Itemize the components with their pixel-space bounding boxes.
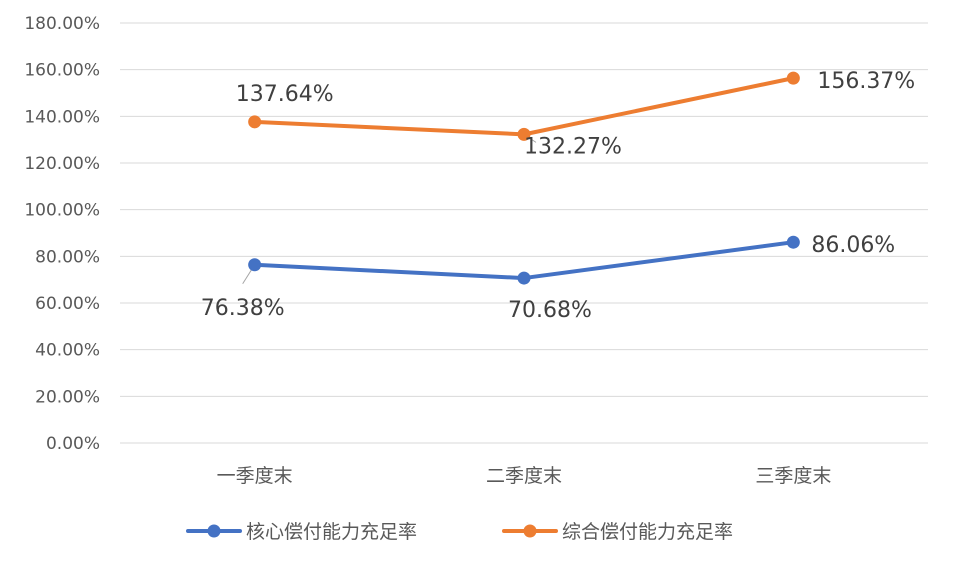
x-tick-label: 一季度末 [217, 465, 293, 487]
y-axis-ticks: 0.00% 20.00% 40.00% 60.00% 80.00% 100.00% 120.… [24, 14, 100, 454]
data-point [517, 271, 531, 285]
data-point [248, 115, 262, 129]
y-tick-label: 120.00% [24, 154, 100, 174]
data-label: 137.64% [236, 82, 334, 107]
data-point [786, 71, 800, 85]
x-tick-label: 二季度末 [486, 465, 562, 487]
legend-label: 综合偿付能力充足率 [562, 521, 733, 543]
data-point [517, 127, 531, 141]
y-tick-label: 180.00% [24, 14, 100, 34]
legend: 核心偿付能力充足率 综合偿付能力充足率 [186, 521, 733, 543]
y-tick-label: 60.00% [35, 294, 100, 314]
series-line [252, 76, 796, 137]
y-tick-label: 0.00% [46, 434, 100, 454]
x-axis-ticks: 一季度末 二季度末 三季度末 [217, 465, 832, 487]
y-tick-label: 160.00% [24, 61, 100, 81]
data-label: 132.27% [524, 134, 622, 159]
label-leader-lines [242, 133, 537, 285]
series-lines [252, 76, 796, 281]
y-tick-label: 140.00% [24, 107, 100, 127]
y-tick-label: 100.00% [24, 201, 100, 221]
data-point [248, 258, 262, 272]
data-label: 156.37% [817, 69, 915, 94]
legend-marker [207, 524, 221, 538]
data-point [786, 235, 800, 249]
data-labels: 76.38% 70.68% 86.06% 137.64% 132.27% 156.37% [201, 69, 916, 323]
legend-label: 核心偿付能力充足率 [246, 521, 417, 543]
data-label: 76.38% [201, 296, 285, 321]
y-tick-label: 80.00% [35, 247, 100, 267]
y-tick-label: 20.00% [35, 387, 100, 407]
y-tick-label: 40.00% [35, 341, 100, 361]
gridlines [120, 22, 928, 444]
x-tick-label: 三季度末 [755, 465, 831, 487]
series-points [248, 71, 800, 285]
data-label: 70.68% [508, 298, 592, 323]
data-label: 86.06% [811, 233, 895, 258]
legend-marker [523, 524, 537, 538]
